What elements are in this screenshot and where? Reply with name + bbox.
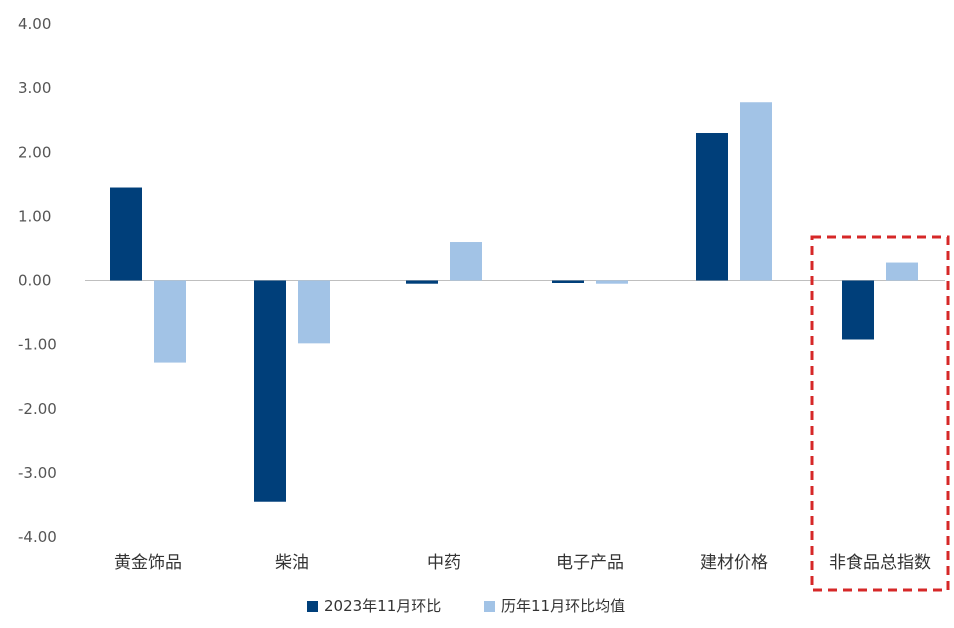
bar-series1-2 [406,280,438,284]
x-axis: 黄金饰品 柴油 中药 电子产品 建材价格 非食品总指数 [114,553,931,573]
bar-series2-5 [886,262,918,281]
bar-series2-3 [596,280,628,284]
legend-label-2: 历年11月环比均值 [501,597,625,615]
legend-label-1: 2023年11月环比 [324,597,441,615]
bar-series2-4 [740,102,772,281]
x-category-label: 中药 [427,553,461,573]
y-tick-label: 1.00 [18,207,51,225]
bar-series1-1 [254,280,286,502]
highlight-box [810,235,950,592]
x-category-label: 黄金饰品 [114,553,182,573]
bar-series1-3 [552,280,584,283]
y-tick-label: 3.00 [18,79,51,97]
bars-group [110,102,918,502]
bar-series1-5 [842,280,874,340]
y-tick-label: -4.00 [18,528,57,546]
y-tick-label: -3.00 [18,464,57,482]
x-category-label: 非食品总指数 [829,553,931,573]
legend-swatch-2 [484,601,495,612]
y-tick-label: 4.00 [18,15,51,33]
bar-series2-1 [298,280,330,344]
y-tick-label: -2.00 [18,400,57,418]
x-category-label: 电子产品 [556,553,624,573]
bar-series2-0 [154,280,186,363]
y-tick-label: 2.00 [18,143,51,161]
bar-series1-4 [696,133,728,281]
y-axis: 4.00 3.00 2.00 1.00 0.00 -1.00 -2.00 -3.00 -4.00 [18,15,57,546]
legend-swatch-1 [307,601,318,612]
bar-series1-0 [110,187,142,281]
bar-series2-2 [450,242,482,281]
x-category-label: 建材价格 [700,553,768,573]
y-tick-label: 0.00 [18,272,51,290]
legend: 2023年11月环比 历年11月环比均值 [307,597,625,615]
x-category-label: 柴油 [275,553,309,573]
y-tick-label: -1.00 [18,336,57,354]
